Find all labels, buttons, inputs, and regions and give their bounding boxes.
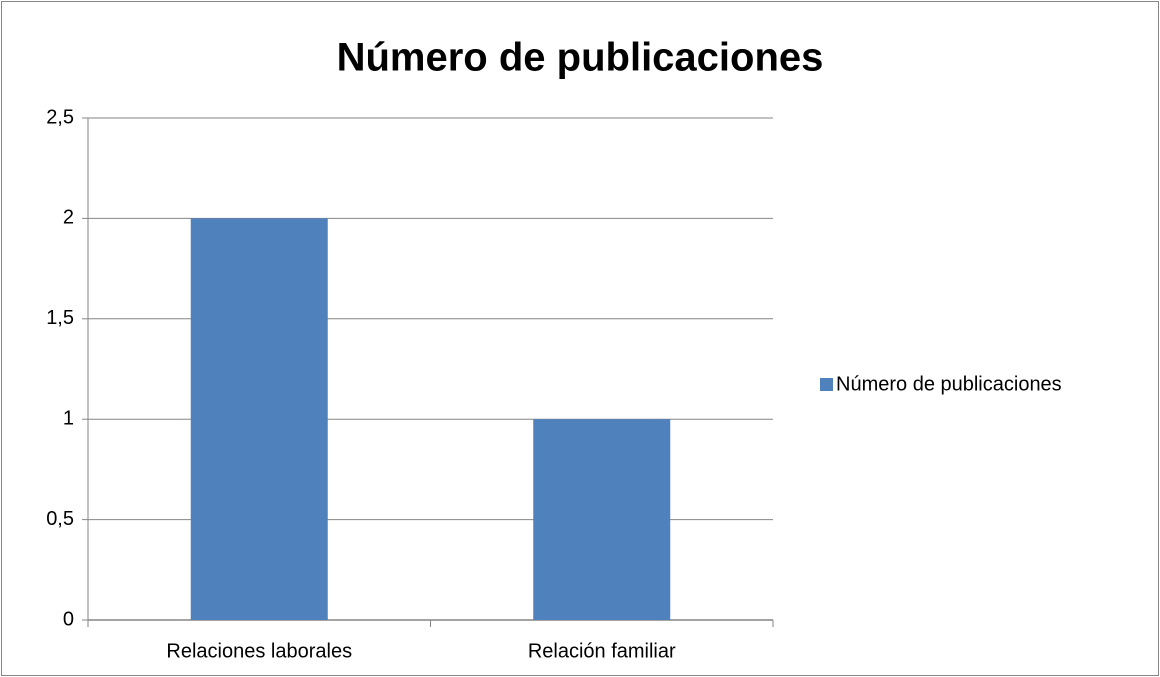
y-tick-label: 1,5 xyxy=(46,307,74,329)
y-tick-label: 2 xyxy=(63,207,74,229)
y-tick-label: 2,5 xyxy=(46,106,74,128)
x-tick-label: Relaciones laborales xyxy=(166,640,352,662)
y-tick-label: 0 xyxy=(63,608,74,630)
y-tick-label: 1 xyxy=(63,407,74,429)
bar xyxy=(533,419,671,620)
legend-label: Número de publicaciones xyxy=(836,373,1062,395)
bar xyxy=(190,218,328,620)
y-tick-label: 0,5 xyxy=(46,508,74,530)
legend-swatch xyxy=(820,378,833,391)
x-tick-label: Relación familiar xyxy=(528,640,676,662)
chart-title: Número de publicaciones xyxy=(337,36,824,80)
